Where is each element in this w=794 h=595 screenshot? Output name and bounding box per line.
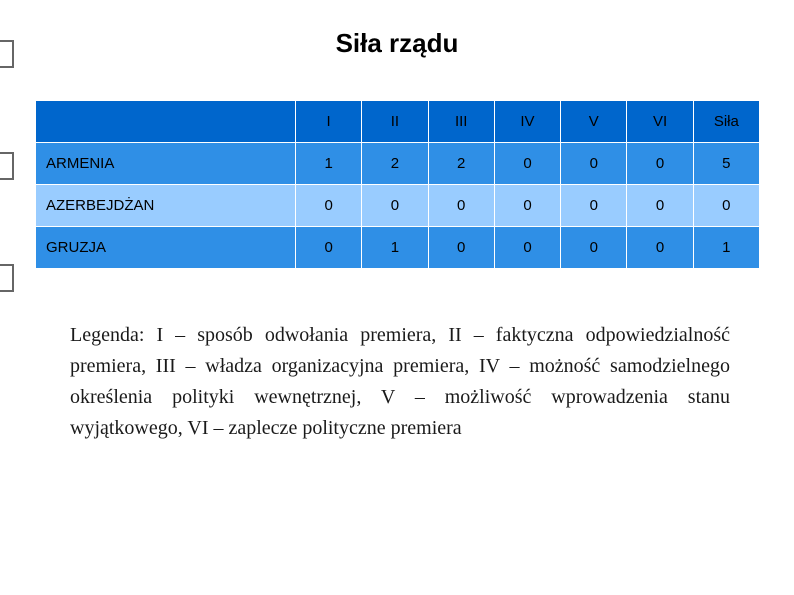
- table-header-cell: III: [428, 101, 494, 143]
- table-row: GRUZJA 0 1 0 0 0 0 1: [36, 227, 760, 269]
- table-header-cell: V: [561, 101, 627, 143]
- side-notch: [0, 264, 14, 292]
- table-cell: 0: [428, 227, 494, 269]
- table-header-cell: [36, 101, 296, 143]
- table-header-cell: VI: [627, 101, 693, 143]
- table-cell: 0: [627, 185, 693, 227]
- table-cell: 2: [428, 143, 494, 185]
- row-label: GRUZJA: [36, 227, 296, 269]
- table-cell: 0: [296, 227, 362, 269]
- table-row: ARMENIA 1 2 2 0 0 0 5: [36, 143, 760, 185]
- legend-text: Legenda: I – sposób odwołania premiera, …: [70, 320, 730, 444]
- table-cell: 1: [693, 227, 759, 269]
- table-cell: 0: [627, 227, 693, 269]
- page-title: Siła rządu: [0, 28, 794, 59]
- table-cell: 0: [627, 143, 693, 185]
- side-notch: [0, 152, 14, 180]
- table-cell: 5: [693, 143, 759, 185]
- table-cell: 1: [362, 227, 428, 269]
- table-cell: 1: [296, 143, 362, 185]
- table-row: AZERBEJDŻAN 0 0 0 0 0 0 0: [36, 185, 760, 227]
- data-table: I II III IV V VI Siła ARMENIA 1 2 2 0 0 …: [35, 100, 760, 269]
- table-cell: 0: [494, 185, 560, 227]
- table-cell: 0: [362, 185, 428, 227]
- table-cell: 0: [494, 227, 560, 269]
- table-header-row: I II III IV V VI Siła: [36, 101, 760, 143]
- table-cell: 0: [561, 227, 627, 269]
- table-header-cell: IV: [494, 101, 560, 143]
- table-header-cell: Siła: [693, 101, 759, 143]
- table-cell: 0: [561, 143, 627, 185]
- table-cell: 2: [362, 143, 428, 185]
- row-label: ARMENIA: [36, 143, 296, 185]
- table-cell: 0: [561, 185, 627, 227]
- table-cell: 0: [296, 185, 362, 227]
- table-cell: 0: [693, 185, 759, 227]
- table-header-cell: II: [362, 101, 428, 143]
- table-cell: 0: [428, 185, 494, 227]
- table-header-cell: I: [296, 101, 362, 143]
- slide: Siła rządu I II III IV V VI Siła ARMENIA…: [0, 0, 794, 595]
- table-cell: 0: [494, 143, 560, 185]
- row-label: AZERBEJDŻAN: [36, 185, 296, 227]
